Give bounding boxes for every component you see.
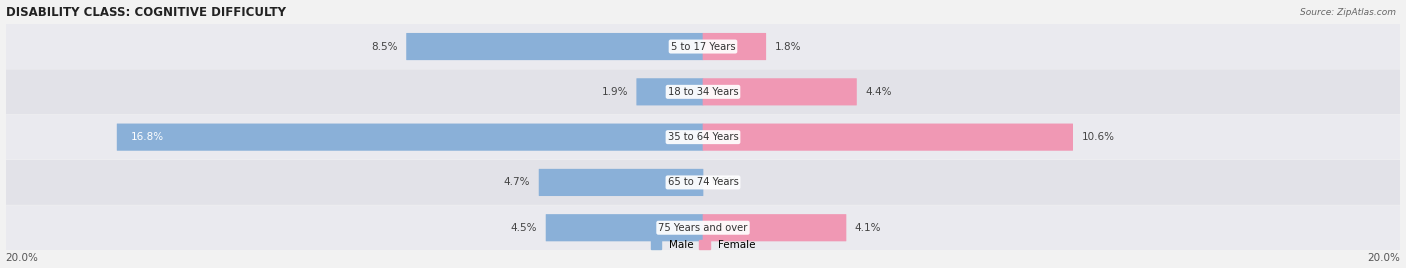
Text: 75 Years and over: 75 Years and over [658,223,748,233]
FancyBboxPatch shape [6,115,1400,159]
FancyBboxPatch shape [637,78,703,105]
FancyBboxPatch shape [703,124,1073,151]
Text: 4.5%: 4.5% [510,223,537,233]
FancyBboxPatch shape [703,78,856,105]
FancyBboxPatch shape [703,214,846,241]
FancyBboxPatch shape [6,24,1400,69]
Text: 4.7%: 4.7% [503,177,530,187]
Text: 20.0%: 20.0% [1368,253,1400,263]
Text: 65 to 74 Years: 65 to 74 Years [668,177,738,187]
Text: 0.0%: 0.0% [711,177,738,187]
FancyBboxPatch shape [538,169,703,196]
Text: 20.0%: 20.0% [6,253,38,263]
FancyBboxPatch shape [6,69,1400,114]
Text: 18 to 34 Years: 18 to 34 Years [668,87,738,97]
FancyBboxPatch shape [406,33,703,60]
FancyBboxPatch shape [6,160,1400,205]
Text: 4.4%: 4.4% [865,87,891,97]
Text: 4.1%: 4.1% [855,223,882,233]
FancyBboxPatch shape [703,33,766,60]
Text: 1.8%: 1.8% [775,42,801,51]
FancyBboxPatch shape [546,214,703,241]
Text: 5 to 17 Years: 5 to 17 Years [671,42,735,51]
Text: 1.9%: 1.9% [602,87,628,97]
Text: 16.8%: 16.8% [131,132,165,142]
FancyBboxPatch shape [117,124,703,151]
FancyBboxPatch shape [6,205,1400,250]
Text: DISABILITY CLASS: COGNITIVE DIFFICULTY: DISABILITY CLASS: COGNITIVE DIFFICULTY [6,6,285,18]
Text: Source: ZipAtlas.com: Source: ZipAtlas.com [1301,8,1396,17]
Text: 8.5%: 8.5% [371,42,398,51]
Text: 35 to 64 Years: 35 to 64 Years [668,132,738,142]
Legend: Male, Female: Male, Female [647,236,759,254]
Text: 10.6%: 10.6% [1081,132,1115,142]
